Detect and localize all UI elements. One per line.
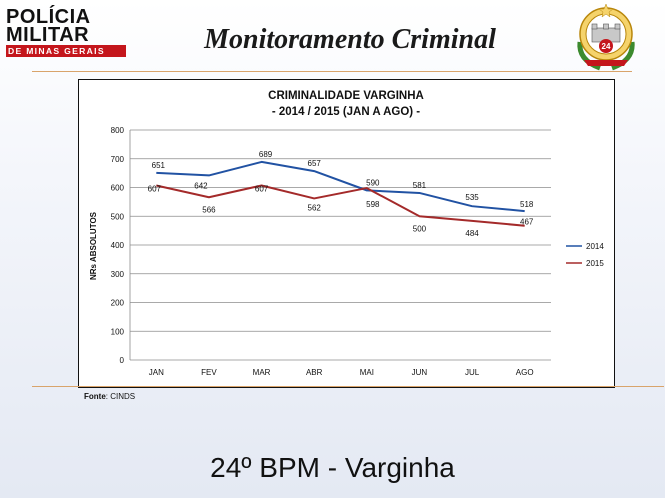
data-label-2014: 642 — [194, 181, 208, 190]
y-tick-label: 0 — [120, 356, 125, 365]
series-line-2014 — [156, 160, 525, 213]
data-label-2015: 500 — [413, 224, 427, 233]
chart-title: CRIMINALIDADE VARGINHA — [268, 90, 424, 102]
data-label-2015: 562 — [308, 203, 322, 212]
source-text: : CINDS — [105, 392, 136, 401]
header-divider — [32, 71, 632, 72]
series-line-2015 — [156, 184, 525, 227]
y-tick-label: 700 — [111, 155, 125, 164]
legend-label-2014: 2014 — [586, 242, 604, 251]
data-label-2014: 518 — [520, 200, 534, 209]
y-tick-label: 100 — [111, 327, 125, 336]
x-tick-label: JUL — [465, 368, 480, 377]
x-tick-label: ABR — [306, 368, 323, 377]
y-axis-label: NRs ABSOLUTOS — [89, 211, 98, 280]
logo-text-minas-gerais: DE MINAS GERAIS — [6, 45, 126, 57]
y-tick-label: 300 — [111, 270, 125, 279]
x-tick-label: FEV — [201, 368, 217, 377]
pmmg-logo: POLÍCIA MILITAR DE MINAS GERAIS — [6, 6, 128, 58]
footer-divider — [32, 386, 664, 387]
source-note: Fonte: CINDS — [84, 392, 135, 401]
x-tick-label: JUN — [412, 368, 428, 377]
crest-number: 24 — [602, 42, 611, 51]
data-label-2014: 657 — [308, 159, 322, 168]
data-label-2014: 651 — [152, 161, 166, 170]
data-label-2014: 581 — [413, 181, 427, 190]
x-tick-label: AGO — [516, 368, 534, 377]
data-label-2015: 607 — [148, 184, 162, 193]
chart-subtitle: - 2014 / 2015 (JAN A AGO) - — [272, 106, 420, 118]
data-label-2015: 598 — [366, 200, 380, 209]
y-tick-label: 600 — [111, 184, 125, 193]
legend-label-2015: 2015 — [586, 259, 604, 268]
data-label-2014: 689 — [259, 150, 273, 159]
logo-text-militar: MILITAR — [6, 24, 90, 46]
data-label-2015: 607 — [255, 184, 269, 193]
x-tick-label: MAR — [253, 368, 271, 377]
y-tick-label: 500 — [111, 212, 125, 221]
y-tick-label: 800 — [111, 126, 125, 135]
x-tick-label: JAN — [149, 368, 164, 377]
page-title: Monitoramento Criminal — [204, 24, 496, 55]
data-label-2015: 484 — [465, 229, 479, 238]
data-label-2014: 590 — [366, 178, 380, 187]
chart-frame: CRIMINALIDADE VARGINHA - 2014 / 2015 (JA… — [78, 79, 615, 388]
y-tick-label: 200 — [111, 299, 125, 308]
logo-text-policia: POLÍCIA — [6, 6, 91, 28]
x-tick-label: MAI — [360, 368, 374, 377]
data-label-2014: 535 — [465, 193, 479, 202]
line-chart: CRIMINALIDADE VARGINHA - 2014 / 2015 (JA… — [89, 90, 604, 377]
data-label-2015: 566 — [202, 205, 216, 214]
data-label-2015: 467 — [520, 218, 534, 227]
source-label: Fonte — [84, 392, 106, 401]
footer-title: 24º BPM - Varginha — [210, 452, 455, 483]
y-tick-label: 400 — [111, 241, 125, 250]
crest-icon: 24 — [577, 3, 635, 71]
